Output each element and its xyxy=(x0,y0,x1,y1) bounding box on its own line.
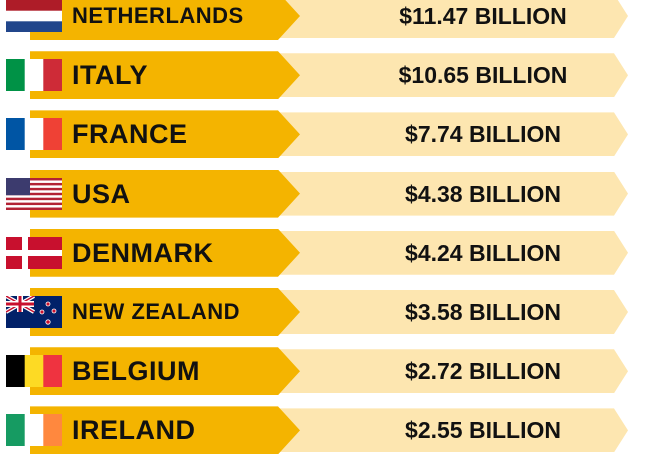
value-label: $3.58 BILLION xyxy=(405,299,561,325)
country-row-belgium: BELGIUM $2.72 BILLION xyxy=(0,347,650,396)
country-label: ITALY xyxy=(72,60,149,91)
country-row-new-zealand: NEW ZEALAND $3.58 BILLION xyxy=(0,288,650,336)
country-bar xyxy=(30,0,300,40)
ireland-flag-icon xyxy=(6,414,62,447)
country-row-denmark: DENMARK $4.24 BILLION xyxy=(0,228,650,277)
value-band xyxy=(262,171,628,216)
value-label: $4.24 BILLION xyxy=(405,239,561,266)
country-bar xyxy=(30,347,300,396)
country-row-italy: ITALY $10.65 BILLION xyxy=(0,51,650,100)
value-label: $7.74 BILLION xyxy=(405,121,561,148)
usa-flag-icon xyxy=(6,177,62,210)
country-row-netherlands: NETHERLANDS $11.47 BILLION xyxy=(0,0,650,40)
country-row-france: FRANCE $7.74 BILLION xyxy=(0,110,650,159)
denmark-flag-icon xyxy=(6,236,62,269)
value-band xyxy=(262,230,628,275)
country-row-ireland: IRELAND $2.55 BILLION xyxy=(0,406,650,454)
country-row-usa: USA $4.38 BILLION xyxy=(0,169,650,218)
italy-flag-icon xyxy=(6,59,62,92)
value-label: $2.55 BILLION xyxy=(405,417,561,444)
france-flag-icon xyxy=(6,118,62,151)
country-label: FRANCE xyxy=(72,119,188,150)
new-zealand-flag-icon xyxy=(6,296,62,328)
country-label: IRELAND xyxy=(72,415,196,446)
country-bar xyxy=(30,288,300,336)
country-bar xyxy=(30,169,300,218)
country-label: NETHERLANDS xyxy=(72,3,244,28)
country-label: DENMARK xyxy=(72,237,214,268)
country-bar xyxy=(30,228,300,277)
country-label: BELGIUM xyxy=(72,356,200,387)
belgium-flag-icon xyxy=(6,355,62,388)
country-label: USA xyxy=(72,178,131,209)
value-band xyxy=(262,0,628,38)
value-label: $4.38 BILLION xyxy=(405,180,561,207)
value-label: $10.65 BILLION xyxy=(398,62,568,89)
country-bar xyxy=(30,110,300,159)
value-band xyxy=(262,290,628,334)
value-band xyxy=(262,53,628,98)
value-label: $11.47 BILLION xyxy=(399,3,567,29)
value-band xyxy=(262,112,628,157)
country-label: NEW ZEALAND xyxy=(72,299,241,324)
value-band xyxy=(262,349,628,394)
netherlands-flag-icon xyxy=(6,0,62,32)
country-bar xyxy=(30,51,300,100)
value-label: $2.72 BILLION xyxy=(405,358,561,385)
